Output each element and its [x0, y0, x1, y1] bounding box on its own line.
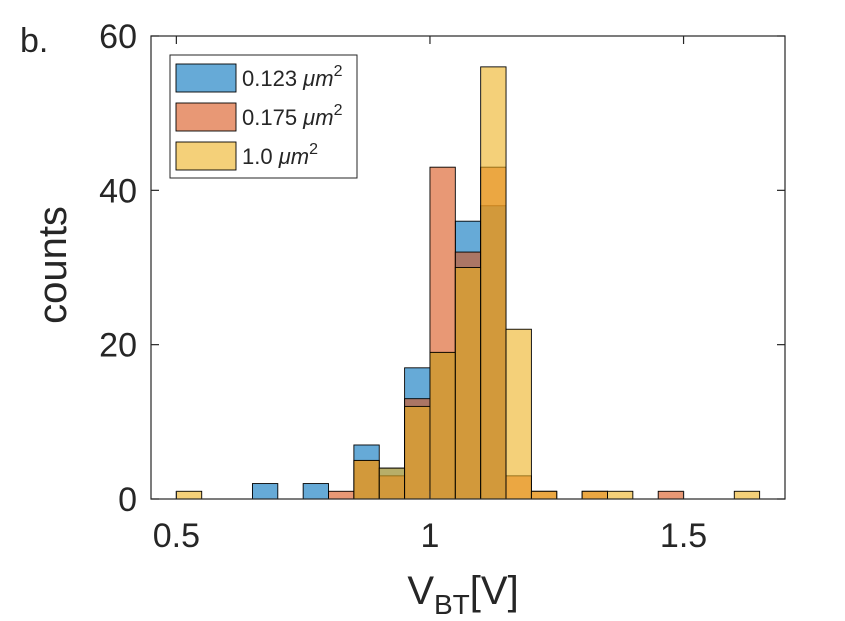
- bar-series-3-bin-11: [607, 490, 634, 500]
- bar-series-3-bin-9: [530, 490, 558, 500]
- bar-series-3-bin-2: [353, 459, 380, 500]
- panel-label: b.: [20, 22, 48, 60]
- bar-series-3-bin-7: [480, 66, 507, 500]
- x-axis-label-subscript: BT: [434, 589, 470, 620]
- legend-label-unit-3: μm: [278, 144, 309, 169]
- legend-label-exponent-3: 2: [309, 141, 318, 158]
- legend-swatch-3: [175, 141, 237, 171]
- x-axis-label-unit: [V]: [470, 569, 519, 613]
- bar-series-2-bin-1: [328, 490, 355, 500]
- bar-series-3-bin-5: [429, 351, 456, 500]
- legend-label-value-2: 0.175: [242, 105, 303, 130]
- histogram-bars: [175, 66, 761, 500]
- y-tick-label-4: 60: [99, 18, 137, 56]
- bar-series-3-bin-4: [404, 405, 431, 500]
- legend-swatch-2: [175, 102, 237, 132]
- legend-swatch-1: [175, 63, 237, 93]
- bar-series-3-bin-6: [454, 267, 482, 500]
- y-tick-label-2: 20: [99, 327, 137, 365]
- legend-label-value-3: 1.0: [242, 144, 279, 169]
- bar-series-3-bin-12: [733, 490, 761, 500]
- legend-label-1: 0.123 μm2: [242, 63, 343, 91]
- x-axis-label-main: V: [407, 569, 434, 613]
- y-tick-label-1: 0: [118, 481, 137, 519]
- legend-label-unit-2: μm: [302, 105, 333, 130]
- bar-series-1-bin-2: [302, 483, 329, 500]
- bar-series-3-bin-1: [175, 490, 203, 500]
- plot-area-frame: [150, 35, 786, 500]
- y-tick-label-3: 40: [99, 172, 137, 210]
- bar-series-3-bin-10: [581, 490, 608, 500]
- legend-label-2: 0.175 μm2: [242, 102, 343, 130]
- axis-ticks: 0.5 1 1.5 0 20 40 60: [99, 18, 785, 555]
- bar-series-1-bin-1: [251, 483, 279, 500]
- x-tick-label-3: 1.5: [660, 517, 707, 555]
- legend-label-3: 1.0 μm2: [242, 141, 318, 169]
- bar-series-3-bin-8: [505, 328, 532, 500]
- legend-label-unit-1: μm: [302, 66, 333, 91]
- legend-label-exponent-1: 2: [334, 63, 343, 80]
- legend-label-exponent-2: 2: [334, 102, 343, 119]
- legend-label-value-1: 0.123: [242, 66, 303, 91]
- y-axis-label: counts: [31, 206, 75, 324]
- x-axis-label: VBT[V]: [407, 569, 518, 620]
- x-tick-label-2: 1: [420, 517, 439, 555]
- bar-series-2-bin-11: [657, 490, 685, 500]
- bar-series-3-bin-3: [378, 467, 406, 500]
- x-tick-label-1: 0.5: [153, 517, 200, 555]
